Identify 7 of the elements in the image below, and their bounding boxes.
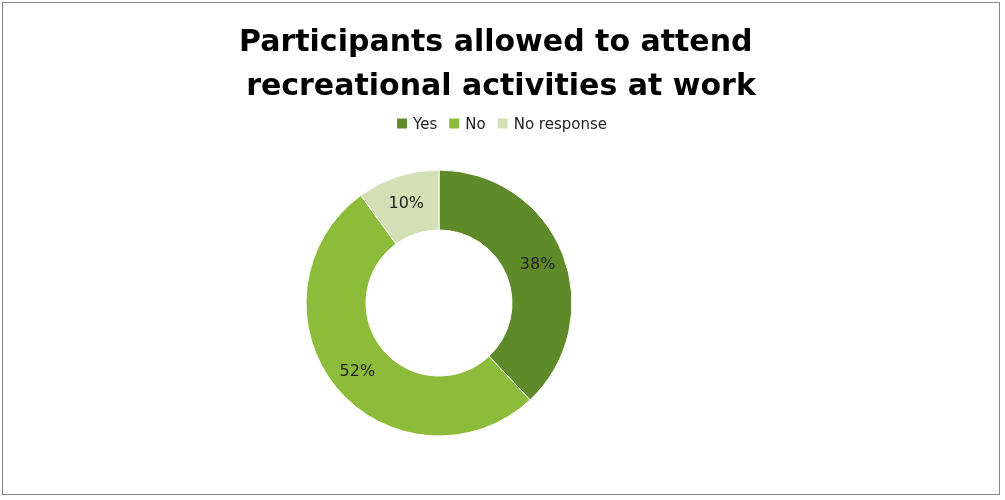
data-label: 38% <box>519 254 556 274</box>
data-label: 10% <box>388 192 425 212</box>
legend-label: No <box>465 114 486 133</box>
legend-label: No response <box>513 114 607 133</box>
chart-title: Participants allowed to attend recreational activities at work <box>239 22 763 102</box>
legend-label: Yes <box>412 114 438 133</box>
data-label: 52% <box>339 361 376 381</box>
